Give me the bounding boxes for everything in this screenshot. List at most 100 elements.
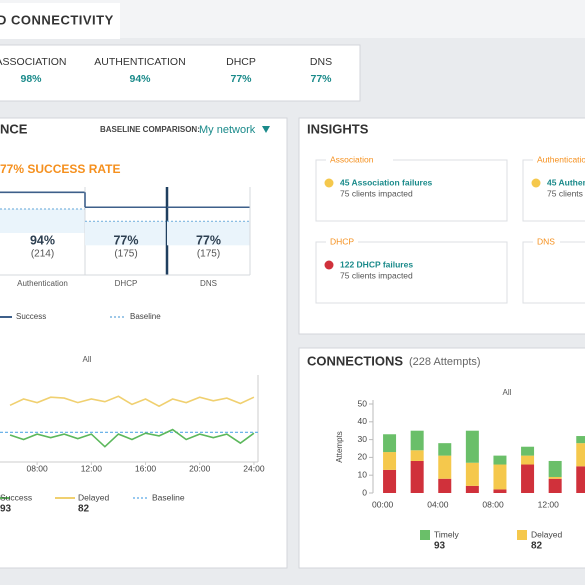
count-label: (214) <box>31 249 54 260</box>
y-axis-label: Attempts <box>335 431 344 463</box>
card-title: Association <box>330 154 374 164</box>
legend-label: Delayed <box>531 529 562 539</box>
series-line <box>9 428 255 448</box>
x-tick-label: 00:00 <box>372 499 394 509</box>
panel-title: NCE <box>0 121 28 136</box>
legend-label: Delayed <box>78 492 109 502</box>
percent-label: 77% <box>196 233 221 247</box>
bar-segment[interactable] <box>493 489 507 493</box>
dropdown-arrow[interactable] <box>262 126 270 133</box>
percent-label: 94% <box>30 233 55 247</box>
summary-label: DNS <box>310 56 332 68</box>
legend-label: Timely <box>434 529 459 539</box>
legend-swatch <box>517 530 527 540</box>
summary-box <box>0 44 361 102</box>
bar-segment[interactable] <box>548 476 562 479</box>
card-detail: 75 clients impacted <box>340 270 413 280</box>
bar-segment[interactable] <box>383 452 397 470</box>
bar-segment[interactable] <box>383 469 397 493</box>
bar-segment[interactable] <box>465 485 479 493</box>
legend-label: Success <box>0 492 32 502</box>
bar-segment[interactable] <box>465 462 479 486</box>
chart-title: All <box>83 355 92 364</box>
bar-segment[interactable] <box>576 443 585 467</box>
bar-segment[interactable] <box>410 450 424 461</box>
legend-total: 82 <box>531 541 543 552</box>
bar-segment[interactable] <box>493 464 507 490</box>
summary-value: 94% <box>129 73 151 85</box>
legend-label: Baseline <box>152 492 185 502</box>
panel-title: CONNECTIONS <box>307 353 403 368</box>
card-title: DHCP <box>330 236 354 246</box>
bar-segment[interactable] <box>410 460 424 493</box>
legend-total: 82 <box>78 504 90 515</box>
bar-segment[interactable] <box>493 455 507 465</box>
x-tick-label: 12:00 <box>81 463 103 473</box>
baseline-shade <box>0 209 85 233</box>
summary-label: ASSOCIATION <box>0 56 66 68</box>
insight-card[interactable] <box>522 241 585 304</box>
card-title-bg <box>533 237 560 247</box>
baseline-select[interactable]: My network <box>199 124 256 136</box>
card-detail: 75 clients impacted <box>340 188 413 198</box>
bar-segment[interactable] <box>383 434 397 453</box>
tab-label[interactable]: D CONNECTIVITY <box>0 12 114 27</box>
bar-chart: All Attempts 0 10 20 30 40 50 00:00 04:00 08:00 12:… <box>335 388 585 552</box>
bar-segment[interactable] <box>521 446 535 456</box>
insight-card[interactable] <box>315 241 508 304</box>
category-label: DNS <box>200 279 217 288</box>
x-tick-label: 08:00 <box>482 499 504 509</box>
x-tick-label: 20:00 <box>189 463 211 473</box>
summary-label: DHCP <box>226 56 256 68</box>
card-title-bg <box>533 155 585 165</box>
insight-card[interactable] <box>315 159 508 222</box>
tab[interactable] <box>0 3 120 39</box>
card-detail: 75 clients impacted <box>547 188 585 198</box>
summary-label: AUTHENTICATION <box>94 56 185 68</box>
success-rate: 77% SUCCESS RATE <box>0 162 120 176</box>
card-headline[interactable]: 45 Authentication failures <box>547 177 585 187</box>
panel-subtitle: (228 Attempts) <box>409 356 481 368</box>
y-tick-label: 10 <box>358 469 368 479</box>
legend-label: Baseline <box>130 312 161 321</box>
legend-total: 93 <box>0 504 12 515</box>
legend-label: Success <box>16 312 46 321</box>
bar-segment[interactable] <box>576 466 585 493</box>
bar-segment[interactable] <box>548 460 562 477</box>
insight-card[interactable] <box>522 159 585 222</box>
bar-segment[interactable] <box>521 455 535 465</box>
x-tick-label: 24:00 <box>243 463 265 473</box>
bar-segment[interactable] <box>438 455 452 479</box>
bar-segment[interactable] <box>521 464 535 493</box>
series-line <box>9 395 255 408</box>
summary-value: 98% <box>20 73 42 85</box>
bar-segment[interactable] <box>438 478 452 493</box>
baseline-label: BASELINE COMPARISON: <box>100 125 200 134</box>
y-tick-label: 20 <box>358 452 368 462</box>
funnel-chart: 94% (214) Authentication 77% (175) DHCP 77% (17… <box>0 187 251 288</box>
percent-label: 77% <box>113 233 138 247</box>
card-headline[interactable]: 122 DHCP failures <box>340 259 413 269</box>
card-headline[interactable]: 45 Association failures <box>340 177 433 187</box>
card-title-bg <box>326 155 393 165</box>
category-label: Authentication <box>17 279 68 288</box>
legend-total: 93 <box>434 541 446 552</box>
y-tick-label: 0 <box>362 487 367 497</box>
y-tick-label: 40 <box>358 416 368 426</box>
bar-segment[interactable] <box>548 478 562 493</box>
panel-title: INSIGHTS <box>307 121 369 136</box>
baseline-shade <box>85 221 167 246</box>
bar-segment[interactable] <box>410 430 424 451</box>
summary-value: 77% <box>230 73 252 85</box>
status-dot <box>324 178 334 188</box>
bar-segment[interactable] <box>465 430 479 463</box>
x-tick-label: 16:00 <box>135 463 157 473</box>
performance-panel <box>0 117 288 569</box>
bar-segment[interactable] <box>576 436 585 444</box>
baseline-shade <box>167 221 250 246</box>
bar-segment[interactable] <box>438 443 452 456</box>
y-tick-label: 30 <box>358 434 368 444</box>
